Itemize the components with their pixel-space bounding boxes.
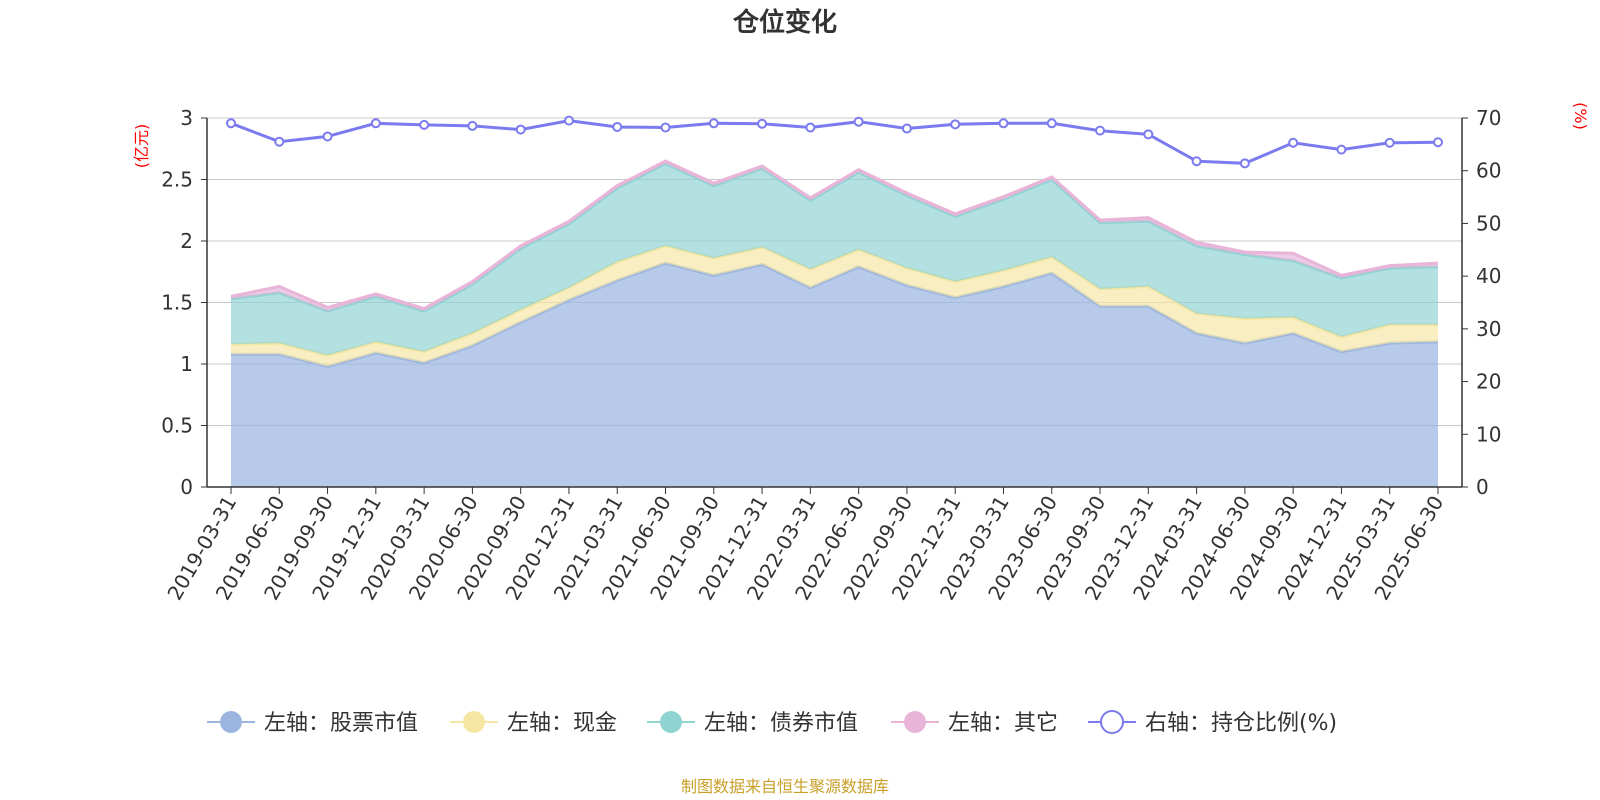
legend-item-3[interactable]: 左轴：其它 [891,711,1058,736]
ratio-point[interactable] [1288,137,1299,148]
legend-label: 左轴：股票市值 [264,711,418,736]
legend-marker [220,711,242,733]
ratio-point[interactable] [998,118,1009,129]
ratio-point[interactable] [950,119,961,130]
chart-title: 仓位变化 [732,7,837,38]
legend-item-0[interactable]: 左轴：股票市值 [207,711,418,736]
ratio-point[interactable] [805,122,816,133]
legend[interactable]: 左轴：股票市值 左轴：现金 左轴：债券市值 左轴：其它 右轴：持仓比例(%) [207,710,1337,736]
ratio-point[interactable] [1191,156,1202,167]
right-tick-label: 30 [1476,317,1501,341]
right-tick-label: 10 [1476,422,1501,446]
legend-item-1[interactable]: 左轴：现金 [450,711,617,736]
left-tick-label: 2.5 [161,168,193,192]
legend-marker [463,711,485,733]
ratio-point[interactable] [1336,144,1347,155]
area-series-0 [231,263,1438,487]
right-tick-label: 60 [1476,159,1501,183]
ratio-line-layer [226,115,1443,169]
ratio-point[interactable] [708,118,719,129]
left-tick-label: 3 [180,106,193,130]
left-axis-unit: (亿元) [132,124,151,169]
area-series-2 [231,163,1438,356]
legend-label: 左轴：其它 [948,711,1058,736]
right-tick-label: 0 [1476,475,1489,499]
right-tick-label: 40 [1476,264,1501,288]
ratio-point[interactable] [563,115,574,126]
legend-marker [904,711,926,733]
ratio-point[interactable] [322,131,333,142]
ratio-point[interactable] [370,118,381,129]
ratio-point[interactable] [757,118,768,129]
plot-area [230,159,1439,487]
legend-label: 左轴：现金 [507,711,617,736]
right-tick-label: 20 [1476,370,1501,394]
source-note: 制图数据来自恒生聚源数据库 [681,777,889,796]
ratio-line [230,119,1439,165]
legend-label: 左轴：债券市值 [704,711,858,736]
ratio-point[interactable] [1384,137,1395,148]
right-axis-unit: (%) [1571,102,1590,130]
ratio-point[interactable] [1433,137,1443,148]
ratio-point[interactable] [612,121,623,132]
legend-item-2[interactable]: 左轴：债券市值 [647,711,858,736]
ratio-point[interactable] [901,123,912,134]
legend-marker [1100,710,1124,734]
ratio-point[interactable] [660,122,671,133]
left-tick-label: 0.5 [161,414,193,438]
area-edge-3 [230,159,1439,311]
legend-marker [660,711,682,733]
ratio-point[interactable] [515,124,526,135]
ratio-point[interactable] [419,119,430,130]
ratio-point[interactable] [274,136,285,147]
left-tick-label: 1 [180,352,193,376]
legend-label: 右轴：持仓比例(%) [1145,711,1337,736]
left-tick-label: 1.5 [161,291,193,315]
right-tick-label: 70 [1476,106,1501,130]
ratio-point[interactable] [467,120,478,131]
legend-item-4[interactable]: 右轴：持仓比例(%) [1088,710,1337,736]
ratio-point[interactable] [1046,118,1057,129]
ratio-point[interactable] [226,118,236,129]
ratio-point[interactable] [1143,129,1154,140]
left-tick-label: 0 [180,475,193,499]
area-series-1 [231,245,1438,367]
ratio-point[interactable] [853,116,864,127]
ratio-point[interactable] [1239,158,1250,169]
right-tick-label: 50 [1476,211,1501,235]
left-tick-label: 2 [180,229,193,253]
ratio-point[interactable] [1095,125,1106,136]
